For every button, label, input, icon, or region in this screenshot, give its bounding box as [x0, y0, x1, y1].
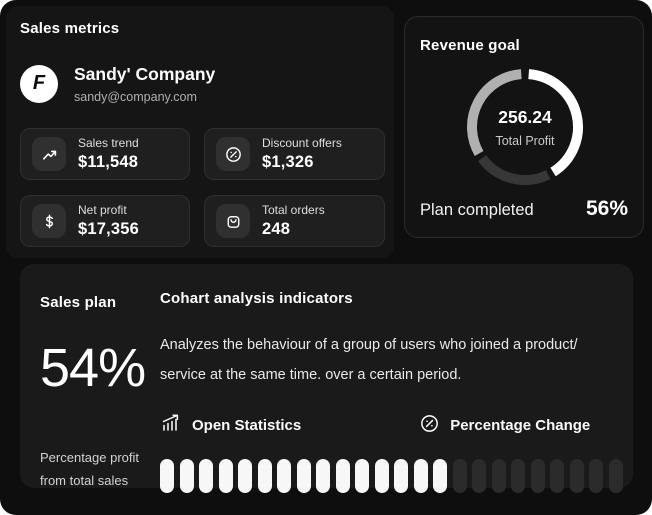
- stat-card-net-profit: Net profit $17,356: [20, 195, 190, 247]
- progress-pill: [238, 459, 252, 494]
- progress-pill: [218, 459, 233, 494]
- stat-card-text: Discount offers $1,326: [262, 136, 342, 172]
- progress-pills: [160, 459, 623, 494]
- plan-completed-label: Plan completed: [420, 201, 534, 219]
- shopping-bag-icon: [216, 204, 250, 238]
- progress-pill: [257, 459, 272, 494]
- progress-pill: [433, 459, 447, 494]
- progress-pill: [550, 459, 564, 494]
- progress-pill: [511, 459, 525, 494]
- stat-card-total-orders: Total orders 248: [204, 195, 385, 247]
- progress-pill: [296, 459, 311, 494]
- stat-label: Net profit: [78, 203, 127, 217]
- stat-label: Sales trend: [78, 136, 139, 150]
- cohort-column: Cohart analysis indicators Analyzes the …: [160, 290, 623, 494]
- company-logo-icon: F: [20, 65, 58, 103]
- stat-card-sales-trend: Sales trend $11,548: [20, 128, 190, 180]
- bar-chart-icon: [160, 412, 182, 439]
- progress-pill: [335, 459, 350, 494]
- stat-value: 248: [262, 220, 291, 238]
- stat-value: $17,356: [78, 220, 140, 238]
- company-email: sandy@company.com: [74, 90, 197, 104]
- progress-pill: [179, 459, 194, 494]
- stat-label: Discount offers: [262, 136, 342, 150]
- dollar-icon: [32, 204, 66, 238]
- trend-up-icon: [32, 137, 66, 171]
- progress-pill: [413, 459, 428, 494]
- progress-pill: [355, 459, 369, 494]
- progress-pill: [374, 459, 389, 494]
- stat-value: $1,326: [262, 153, 314, 171]
- stat-card-text: Total orders 248: [262, 203, 325, 239]
- sales-plan-title: Sales plan: [40, 294, 117, 311]
- percentage-change-label: Percentage Change: [450, 417, 591, 435]
- progress-pill: [316, 459, 330, 494]
- revenue-goal-title: Revenue goal: [420, 37, 520, 54]
- stat-card-discount-offers: Discount offers $1,326: [204, 128, 385, 180]
- revenue-goal-panel: Revenue goal 256.24 Total Profit Plan co…: [404, 16, 644, 238]
- sales-metrics-panel: Sales metrics F Sandy' Company sandy@com…: [6, 6, 394, 258]
- discount-badge-icon: [216, 137, 250, 171]
- company-info: Sandy' Company sandy@company.com: [74, 64, 215, 104]
- donut-ring: [467, 69, 583, 185]
- cohort-actions: Open Statistics Percentage Change: [160, 412, 615, 439]
- sales-plan-column: Sales plan 54% Percentage profit from to…: [40, 294, 160, 493]
- total-profit-label: Total Profit: [495, 133, 555, 148]
- progress-pill: [530, 459, 545, 494]
- open-statistics-label: Open Statistics: [192, 417, 302, 435]
- percent-circle-icon: [419, 413, 440, 439]
- progress-pill: [589, 459, 603, 494]
- sales-plan-percentage: 54%: [40, 338, 146, 398]
- open-statistics-button[interactable]: Open Statistics: [160, 412, 301, 439]
- progress-pill: [452, 459, 467, 494]
- progress-pill: [491, 459, 506, 494]
- cohort-description: Analyzes the behaviour of a group of use…: [160, 337, 578, 383]
- progress-pill: [608, 459, 623, 494]
- stat-value: $11,548: [78, 153, 139, 171]
- progress-pill: [277, 459, 291, 494]
- donut-center: 256.24 Total Profit: [455, 57, 595, 197]
- sales-plan-panel: Sales plan 54% Percentage profit from to…: [20, 264, 633, 494]
- cohort-title: Cohart analysis indicators: [160, 290, 353, 307]
- company-profile: F Sandy' Company sandy@company.com: [20, 64, 215, 104]
- stat-label: Total orders: [262, 203, 325, 217]
- sales-plan-caption: Percentage profit from total sales: [40, 450, 140, 488]
- stat-card-text: Sales trend $11,548: [78, 136, 139, 172]
- progress-pill: [199, 459, 213, 494]
- progress-pill: [394, 459, 408, 494]
- progress-pill: [472, 459, 486, 494]
- plan-completed-value: 56%: [585, 197, 628, 220]
- percentage-change-button[interactable]: Percentage Change: [419, 413, 590, 439]
- progress-pill: [569, 459, 584, 494]
- progress-pill: [160, 459, 174, 494]
- revenue-donut-chart: 256.24 Total Profit: [455, 57, 595, 197]
- total-profit-value: 256.24: [498, 106, 552, 127]
- company-name: Sandy' Company: [74, 64, 216, 84]
- stat-card-text: Net profit $17,356: [78, 203, 139, 239]
- sales-metrics-title: Sales metrics: [20, 20, 120, 37]
- plan-completed-row: Plan completed 56%: [420, 197, 628, 221]
